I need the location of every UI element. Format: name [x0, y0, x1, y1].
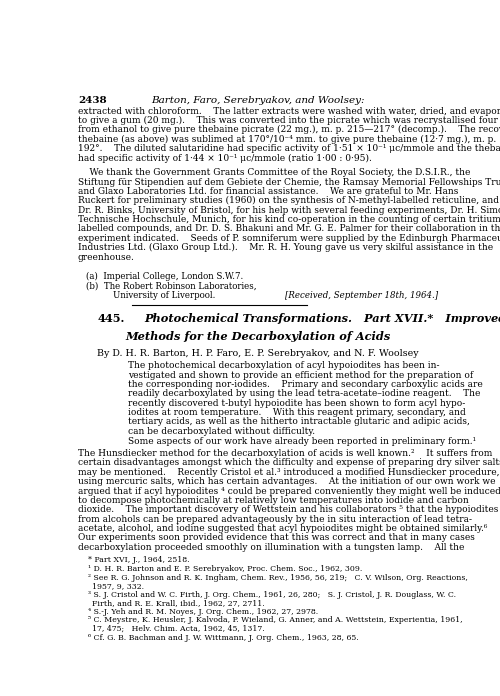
- Text: dioxide.    The important discovery of Wettstein and his collaborators ⁵ that th: dioxide. The important discovery of Wett…: [78, 505, 498, 514]
- Text: can be decarboxylated without difficulty.: can be decarboxylated without difficulty…: [128, 427, 316, 436]
- Text: using mercuric salts, which has certain advantages.    At the initiation of our : using mercuric salts, which has certain …: [78, 477, 496, 486]
- Text: 192°.    The diluted salutaridine had specific activity of 1·51 × 10⁻¹ μc/mmole : 192°. The diluted salutaridine had speci…: [78, 144, 500, 153]
- Text: (a)  Imperial College, London S.W.7.: (a) Imperial College, London S.W.7.: [86, 272, 243, 281]
- Text: 2438: 2438: [78, 96, 106, 105]
- Text: Barton, Faro, Serebryakov, and Woolsey:: Barton, Faro, Serebryakov, and Woolsey:: [152, 96, 365, 105]
- Text: ³ S. J. Cristol and W. C. Firth, J. Org. Chem., 1961, 26, 280;   S. J. Cristol, : ³ S. J. Cristol and W. C. Firth, J. Org.…: [88, 591, 456, 599]
- Text: Our experiments soon provided evidence that this was correct and that in many ca: Our experiments soon provided evidence t…: [78, 533, 475, 542]
- Text: greenhouse.: greenhouse.: [78, 253, 135, 262]
- Text: Stiftung für Stipendien auf dem Gebiete der Chemie, the Ramsay Memorial Fellowsh: Stiftung für Stipendien auf dem Gebiete …: [78, 177, 500, 187]
- Text: readily decarboxylated by using the lead tetra-acetate–iodine reagent.    The: readily decarboxylated by using the lead…: [128, 389, 481, 398]
- Text: ² See R. G. Johnson and R. K. Ingham, Chem. Rev., 1956, 56, 219;   C. V. Wilson,: ² See R. G. Johnson and R. K. Ingham, Ch…: [88, 574, 468, 582]
- Text: to decompose photochemically at relatively low temperatures into iodide and carb: to decompose photochemically at relative…: [78, 496, 469, 505]
- Text: to give a gum (20 mg.).    This was converted into the picrate which was recryst: to give a gum (20 mg.). This was convert…: [78, 116, 500, 125]
- Text: 445.: 445.: [98, 313, 125, 324]
- Text: ¹ D. H. R. Barton and E. P. Serebryakov, Proc. Chem. Soc., 1962, 309.: ¹ D. H. R. Barton and E. P. Serebryakov,…: [88, 565, 362, 573]
- Text: labelled compounds, and Dr. D. S. Bhakuni and Mr. G. E. Palmer for their collabo: labelled compounds, and Dr. D. S. Bhakun…: [78, 225, 500, 233]
- Text: ⁵ C. Meystre, K. Heusler, J. Kalvoda, P. Wieland, G. Anner, and A. Wettstein, Ex: ⁵ C. Meystre, K. Heusler, J. Kalvoda, P.…: [88, 617, 462, 624]
- Text: * Part XVI, J., 1964, 2518.: * Part XVI, J., 1964, 2518.: [88, 557, 190, 564]
- Text: extracted with chloroform.    The latter extracts were washed with water, dried,: extracted with chloroform. The latter ex…: [78, 106, 500, 116]
- Text: may be mentioned.    Recently Cristol et al.³ introduced a modified Hunsdiecker : may be mentioned. Recently Cristol et al…: [78, 468, 500, 477]
- Text: [Received, September 18th, 1964.]: [Received, September 18th, 1964.]: [285, 292, 438, 301]
- Text: vestigated and shown to provide an efficient method for the preparation of: vestigated and shown to provide an effic…: [128, 370, 474, 379]
- Text: from alcohols can be prepared advantageously by the in situ interaction of lead : from alcohols can be prepared advantageo…: [78, 514, 472, 523]
- Text: 17, 475;   Helv. Chim. Acta, 1962, 45, 1317.: 17, 475; Helv. Chim. Acta, 1962, 45, 131…: [92, 625, 264, 633]
- Text: 1957, 9, 332.: 1957, 9, 332.: [92, 582, 144, 590]
- Text: Methods for the Decarboxylation of Acids: Methods for the Decarboxylation of Acids: [126, 331, 391, 342]
- Text: The Hunsdiecker method for the decarboxylation of acids is well known.²    It su: The Hunsdiecker method for the decarboxy…: [78, 449, 492, 458]
- Text: Some aspects of our work have already been reported in preliminary form.¹: Some aspects of our work have already be…: [128, 437, 476, 446]
- Text: acetate, alcohol, and iodine suggested that acyl hypoiodites might be obtained s: acetate, alcohol, and iodine suggested t…: [78, 524, 488, 533]
- Text: We thank the Government Grants Committee of the Royal Society, the D.S.I.R., the: We thank the Government Grants Committee…: [78, 168, 470, 177]
- Text: Industries Ltd. (Glaxo Group Ltd.).    Mr. R. H. Young gave us very skilful assi: Industries Ltd. (Glaxo Group Ltd.). Mr. …: [78, 243, 493, 253]
- Text: the corresponding nor-iodides.    Primary and secondary carboxylic acids are: the corresponding nor-iodides. Primary a…: [128, 380, 483, 389]
- Text: tertiary acids, as well as the hitherto intractable glutaric and adipic acids,: tertiary acids, as well as the hitherto …: [128, 418, 470, 427]
- Text: Dr. R. Binks, University of Bristol, for his help with several feeding experimen: Dr. R. Binks, University of Bristol, for…: [78, 206, 500, 214]
- Text: certain disadvantages amongst which the difficulty and expense of preparing dry : certain disadvantages amongst which the …: [78, 459, 500, 468]
- Text: had specific activity of 1·44 × 10⁻¹ μc/mmole (ratio 1·00 : 0·95).: had specific activity of 1·44 × 10⁻¹ μc/…: [78, 153, 372, 163]
- Text: iodites at room temperature.    With this reagent primary, secondary, and: iodites at room temperature. With this r…: [128, 408, 466, 417]
- Text: University of Liverpool.: University of Liverpool.: [113, 292, 215, 301]
- Text: and Glaxo Laboratories Ltd. for financial assistance.    We are grateful to Mr. : and Glaxo Laboratories Ltd. for financia…: [78, 187, 458, 196]
- Text: ⁴ S.-J. Yeh and R. M. Noyes, J. Org. Chem., 1962, 27, 2978.: ⁴ S.-J. Yeh and R. M. Noyes, J. Org. Che…: [88, 608, 318, 616]
- Text: recently discovered t-butyl hypoiodite has been shown to form acyl hypo-: recently discovered t-butyl hypoiodite h…: [128, 399, 466, 408]
- Text: Photochemical Transformations.   Part XVII.*   Improved: Photochemical Transformations. Part XVII…: [144, 313, 500, 324]
- Text: ⁶ Cf. G. B. Bachman and J. W. Wittmann, J. Org. Chem., 1963, 28, 65.: ⁶ Cf. G. B. Bachman and J. W. Wittmann, …: [88, 633, 358, 642]
- Text: (b)  The Robert Robinson Laboratories,: (b) The Robert Robinson Laboratories,: [86, 282, 256, 291]
- Text: The photochemical decarboxylation of acyl hypoiodites has been in-: The photochemical decarboxylation of acy…: [128, 361, 440, 370]
- Text: argued that if acyl hypoiodites ⁴ could be prepared conveniently they might well: argued that if acyl hypoiodites ⁴ could …: [78, 487, 500, 496]
- Text: Technische Hochschule, Munich, for his kind co-operation in the counting of cert: Technische Hochschule, Munich, for his k…: [78, 215, 500, 224]
- Text: experiment indicated.    Seeds of P. somniferum were supplied by the Edinburgh P: experiment indicated. Seeds of P. somnif…: [78, 234, 500, 243]
- Text: Firth, and R. E. Krall, ibid., 1962, 27, 2711.: Firth, and R. E. Krall, ibid., 1962, 27,…: [92, 599, 264, 608]
- Text: decarboxylation proceeded smoothly on illumination with a tungsten lamp.    All : decarboxylation proceeded smoothly on il…: [78, 543, 464, 552]
- Text: By D. H. R. Barton, H. P. Faro, E. P. Serebryakov, and N. F. Woolsey: By D. H. R. Barton, H. P. Faro, E. P. Se…: [98, 349, 419, 358]
- Text: thebaine (as above) was sublimed at 170°/10⁻⁴ mm. to give pure thebaine (12·7 mg: thebaine (as above) was sublimed at 170°…: [78, 135, 500, 144]
- Text: Ruckert for preliminary studies (1960) on the synthesis of N-methyl-labelled ret: Ruckert for preliminary studies (1960) o…: [78, 196, 500, 205]
- Text: from ethanol to give pure thebaine picrate (22 mg.), m. p. 215—217° (decomp.).  : from ethanol to give pure thebaine picra…: [78, 125, 500, 134]
